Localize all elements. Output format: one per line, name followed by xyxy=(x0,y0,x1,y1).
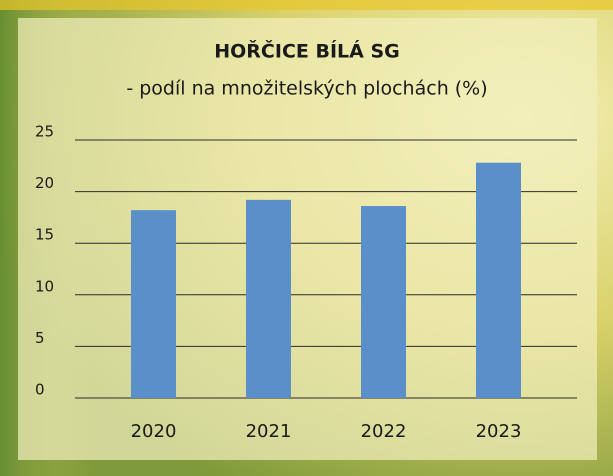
bar xyxy=(131,210,176,398)
y-tick-label: 15 xyxy=(35,226,54,244)
x-tick-label: 2020 xyxy=(131,421,177,442)
bar xyxy=(361,206,406,398)
background-top xyxy=(0,0,613,10)
x-tick-label: 2023 xyxy=(476,421,522,442)
bar xyxy=(246,199,291,398)
chart-subtitle: - podíl na množitelských plochách (%) xyxy=(126,78,487,100)
x-tick-label: 2021 xyxy=(246,421,292,442)
y-tick-label: 20 xyxy=(35,174,54,192)
y-tick-label: 5 xyxy=(35,329,45,347)
x-tick-label: 2022 xyxy=(361,421,407,442)
y-tick-label: 25 xyxy=(35,123,54,141)
y-tick-label: 0 xyxy=(35,381,45,399)
bar xyxy=(476,162,521,398)
chart-title: HOŘČICE BÍLÁ SG xyxy=(214,39,400,63)
y-tick-label: 10 xyxy=(35,277,54,295)
